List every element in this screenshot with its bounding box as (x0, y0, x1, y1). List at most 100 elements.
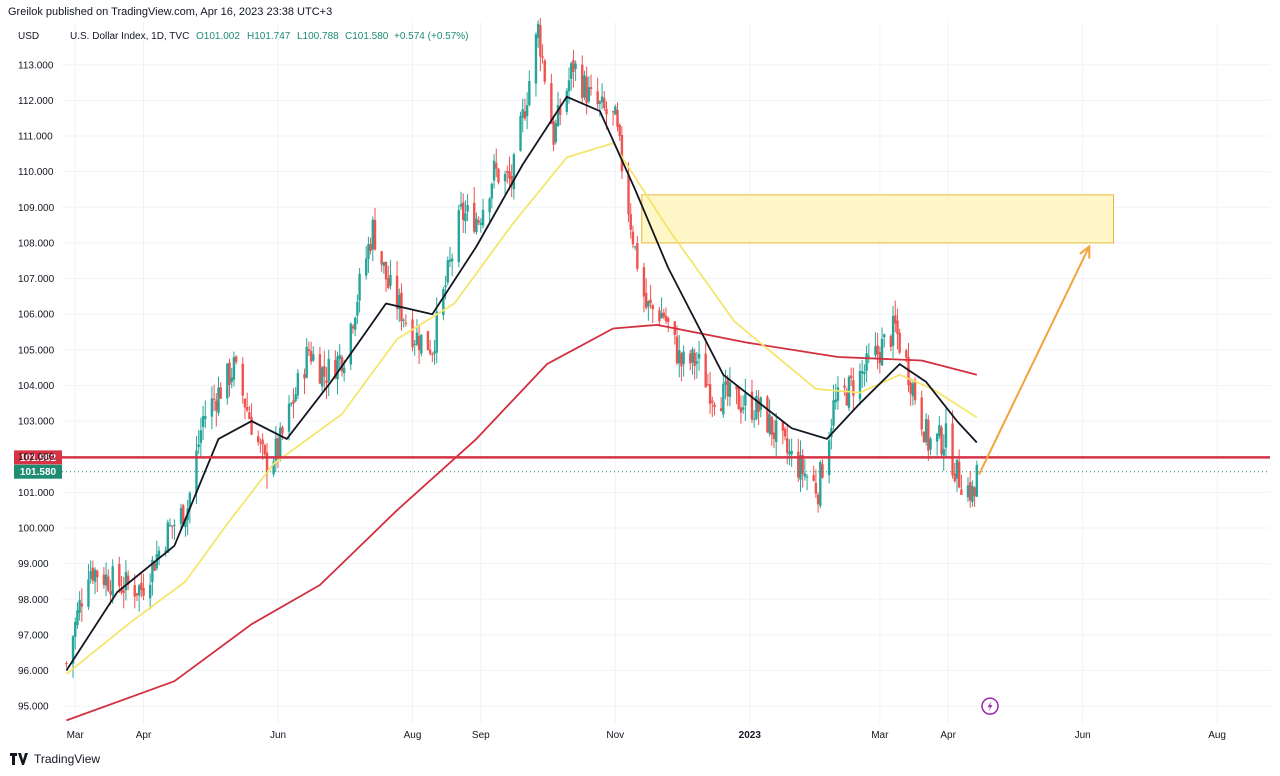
candle (957, 449, 961, 489)
candle (157, 546, 161, 566)
candle-body (107, 576, 110, 591)
candle (719, 397, 723, 412)
y-tick-label: 107.000 (18, 274, 55, 285)
candle (309, 341, 313, 366)
candle (259, 438, 262, 453)
candle (448, 246, 452, 268)
candle (71, 635, 75, 678)
candle-body (614, 106, 617, 115)
candle (395, 261, 399, 320)
candle-body (697, 353, 701, 359)
candle-body (171, 525, 174, 527)
candle (834, 383, 837, 410)
candle-body (358, 273, 361, 301)
candle-body (402, 319, 405, 321)
candle (338, 344, 341, 371)
candle (775, 412, 778, 457)
candle-body (387, 277, 390, 288)
candle-body (367, 244, 370, 260)
candle (600, 83, 604, 110)
candle-body (80, 603, 84, 607)
candle-body (706, 384, 710, 386)
candle (219, 382, 222, 399)
candle-body (581, 64, 584, 98)
candle-body (305, 346, 308, 378)
candle-body (534, 34, 538, 84)
candles (65, 18, 979, 678)
candle (539, 18, 542, 72)
candle-body (927, 419, 930, 451)
moving-averages (65, 95, 978, 722)
candle (521, 98, 524, 133)
candle (678, 334, 681, 378)
candle (276, 435, 280, 469)
ma-red-line (66, 324, 978, 722)
candle-body (228, 362, 231, 385)
candle-body (124, 572, 128, 591)
candle (836, 376, 840, 410)
candle-body (660, 312, 663, 319)
candle-body (340, 356, 344, 372)
candle (589, 74, 593, 96)
candle (737, 385, 740, 410)
candle-body (636, 242, 639, 269)
currency-label: USD (18, 31, 39, 42)
candle-body (629, 214, 632, 230)
candle (164, 546, 167, 557)
candle (534, 32, 538, 97)
candle-body (600, 96, 604, 103)
candle-body (935, 433, 939, 442)
candle (803, 459, 807, 481)
candle (243, 398, 247, 420)
x-tick-label: Sep (472, 730, 490, 741)
candle-body (212, 398, 216, 400)
candle (171, 525, 174, 539)
candle-body (65, 662, 68, 664)
candle-body (830, 428, 833, 438)
candle (647, 300, 650, 321)
candle-body (276, 437, 280, 457)
candle (356, 294, 359, 324)
candle-body (104, 574, 108, 586)
candle-body (852, 380, 855, 396)
candle-body (371, 219, 375, 250)
x-tick-label: 2023 (739, 730, 762, 741)
candle (616, 102, 619, 132)
candle-body (215, 400, 218, 411)
candle (691, 347, 694, 375)
price-chart[interactable]: 101.982 101.580 113.000 112.000 111.000 110.… (0, 0, 1280, 748)
candle-body (503, 173, 507, 182)
candle-body (450, 258, 454, 262)
candle (788, 439, 791, 466)
candle (307, 341, 311, 356)
x-tick-label: Apr (940, 730, 956, 741)
candle (426, 330, 430, 351)
candle-body (461, 202, 465, 220)
candle (122, 576, 125, 609)
candle-body (135, 593, 139, 596)
candle (80, 588, 84, 623)
candle (658, 306, 661, 327)
candle (966, 477, 970, 502)
candle (473, 187, 476, 234)
candle (618, 123, 621, 141)
candle (783, 426, 787, 441)
candle-body (459, 203, 463, 207)
candle (166, 519, 170, 553)
candle (797, 438, 800, 482)
candle-body (479, 222, 483, 225)
candle-body (525, 105, 529, 117)
candle (951, 410, 954, 479)
candle (93, 567, 97, 595)
candle-body (883, 334, 886, 338)
candle (459, 191, 463, 211)
candle (369, 237, 372, 255)
candle-body (327, 358, 330, 382)
candle-body (832, 400, 835, 426)
candle (891, 306, 895, 358)
candle-body (960, 489, 963, 495)
candle (649, 284, 652, 309)
candle (565, 88, 569, 115)
candle (241, 357, 244, 404)
candle-body (801, 455, 804, 475)
